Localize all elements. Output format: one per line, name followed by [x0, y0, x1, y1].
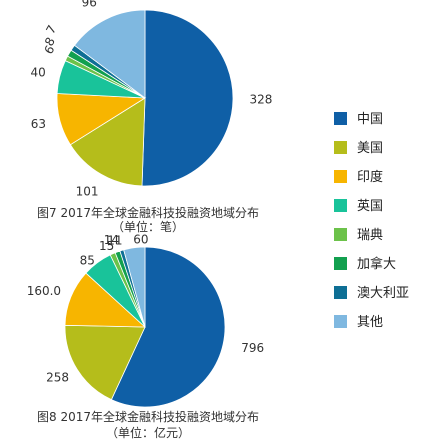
legend-label-7: 其他: [357, 315, 383, 330]
legend-label-2: 印度: [357, 169, 383, 185]
legend-label-4: 瑞典: [357, 228, 383, 243]
legend-swatch-4: [334, 228, 347, 241]
legend-swatch-0: [334, 112, 347, 125]
pie-slice-7: [123, 246, 146, 328]
slice-value-label-5: 14: [104, 233, 119, 247]
fig7-subtitle: （单位：笔）: [112, 219, 184, 234]
slice-value-label-2: 63: [31, 117, 46, 131]
pie-slice-0: [141, 9, 234, 187]
slice-value-label-2: 160.0: [27, 284, 61, 298]
legend-label-3: 英国: [357, 199, 383, 214]
slice-value-label-0: 328: [250, 92, 273, 106]
slice-value-label-6: 11: [107, 233, 122, 247]
pie-slice-7: [73, 9, 146, 99]
slice-value-label-1: 258: [46, 370, 69, 384]
fig8-subtitle: （单位：亿元）: [106, 425, 190, 440]
legend-swatch-5: [334, 257, 347, 270]
legend-swatch-2: [334, 170, 347, 183]
legend-label-1: 美国: [357, 141, 383, 156]
legend-swatch-1: [334, 141, 347, 154]
pie-slice-1: [69, 97, 146, 187]
slice-value-label-4: 15: [99, 239, 114, 253]
legend-swatch-7: [334, 315, 347, 328]
legend-swatch-6: [334, 286, 347, 299]
slice-value-label-3: 85: [80, 253, 95, 267]
pie-slice-1: [64, 324, 146, 401]
legend-swatch-3: [334, 199, 347, 212]
legend-label-6: 澳大利亚: [357, 285, 409, 301]
slice-value-label-7: 96: [82, 0, 97, 9]
slice-value-label-1: 101: [76, 185, 99, 199]
fig8-title: 图8 2017年全球金融科技投融资地域分布: [37, 409, 259, 424]
slice-value-label-3: 40: [30, 65, 45, 79]
fig7-title: 图7 2017年全球金融科技投融资地域分布: [37, 205, 259, 220]
slice-value-label-6: 7: [43, 23, 59, 37]
slice-value-label-0: 796: [241, 341, 264, 355]
pie-slice-0: [110, 246, 226, 408]
legend-label-5: 加拿大: [357, 256, 396, 272]
slice-value-label-7: 60: [133, 232, 148, 246]
legend-label-0: 中国: [357, 112, 383, 127]
